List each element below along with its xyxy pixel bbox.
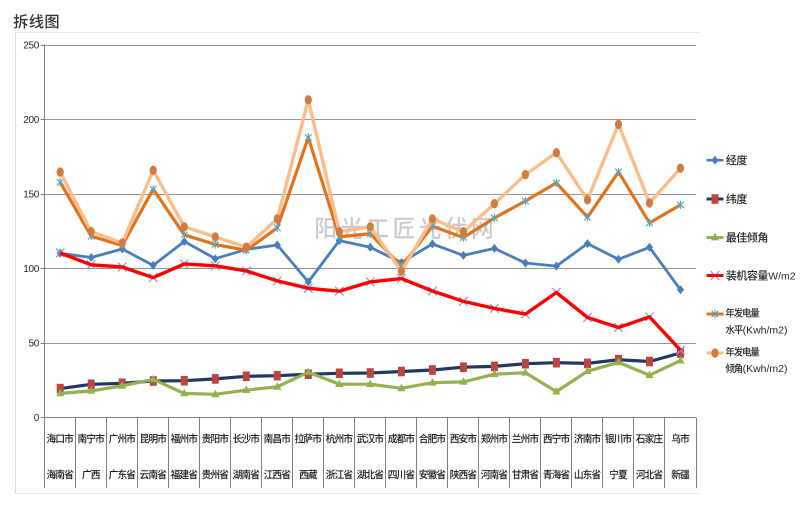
svg-text:0: 0 <box>34 413 40 424</box>
svg-text:(Kwh/m2): (Kwh/m2) <box>743 324 788 336</box>
svg-text:250: 250 <box>23 41 40 52</box>
svg-text:W/m2: W/m2 <box>768 271 796 283</box>
svg-text:100: 100 <box>23 264 40 275</box>
svg-text:200: 200 <box>23 115 40 126</box>
svg-text:50: 50 <box>28 339 39 350</box>
svg-text:(Kwh/m2): (Kwh/m2) <box>743 363 788 375</box>
svg-text:150: 150 <box>23 190 40 201</box>
